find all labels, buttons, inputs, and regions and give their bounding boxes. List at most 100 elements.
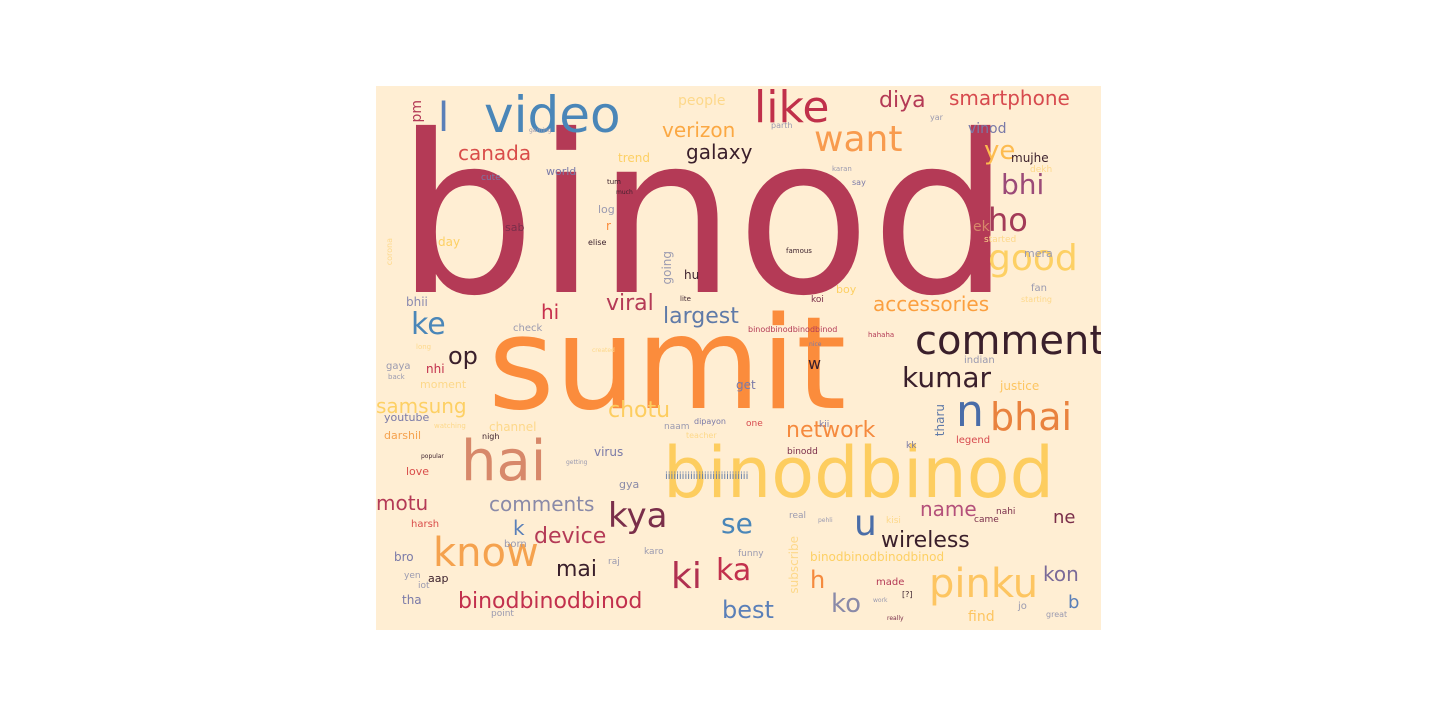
- word-132: starting: [1021, 295, 1053, 304]
- word-2: binodbinod: [663, 432, 1055, 514]
- word-9: n: [956, 386, 984, 437]
- word-97: came: [974, 515, 999, 525]
- word-75: hu: [684, 268, 700, 282]
- word-22: l: [438, 95, 450, 141]
- word-82: gya: [619, 478, 640, 491]
- word-47: kon: [1043, 562, 1079, 586]
- word-113: kisi: [886, 516, 901, 526]
- word-44: best: [722, 596, 774, 624]
- word-65: fan: [1031, 283, 1047, 294]
- word-34: chotu: [608, 398, 671, 423]
- word-33: network: [786, 418, 876, 443]
- word-127: yar: [930, 113, 943, 122]
- word-48: ne: [1053, 507, 1076, 528]
- word-141: tum: [607, 178, 621, 186]
- word-116: say: [852, 178, 866, 187]
- word-36: name: [920, 497, 977, 521]
- word-85: subscribe: [787, 536, 801, 594]
- word-91: find: [968, 609, 995, 625]
- word-4: video: [484, 86, 621, 144]
- word-114: hahaha: [868, 331, 895, 339]
- word-86: aap: [428, 572, 449, 585]
- word-1: sumit: [488, 290, 847, 439]
- word-79: tharu: [933, 404, 947, 437]
- word-23: verizon: [662, 118, 736, 142]
- word-70: moment: [420, 378, 467, 391]
- word-61: sab: [505, 221, 525, 234]
- word-135: created: [592, 347, 615, 354]
- word-120: corona: [385, 238, 394, 266]
- word-76: going: [660, 251, 674, 285]
- word-0: binod: [396, 88, 1011, 344]
- word-21: smartphone: [949, 86, 1070, 110]
- word-80: legend: [956, 435, 991, 446]
- word-131: iiiiiiiiiiiiiiiiiiiiiiiiiiiiii: [665, 471, 749, 482]
- word-133: great: [1046, 610, 1068, 619]
- word-35: comments: [489, 492, 595, 516]
- word-52: people: [678, 93, 726, 109]
- word-72: darshil: [384, 429, 422, 442]
- word-64: mera: [1024, 247, 1053, 260]
- word-3: hai: [461, 429, 547, 494]
- word-95: iot: [418, 581, 430, 591]
- word-8: bhai: [990, 395, 1073, 439]
- word-20: diya: [879, 88, 926, 113]
- word-88: bro: [394, 550, 414, 564]
- word-118: started: [984, 235, 1017, 245]
- word-32: samsung: [376, 394, 467, 418]
- word-17: ho: [988, 201, 1028, 239]
- word-78: justice: [1000, 379, 1040, 393]
- word-142: much: [616, 189, 633, 196]
- word-109: nigh: [482, 432, 500, 441]
- word-93: jo: [1018, 601, 1027, 612]
- word-124: getting: [566, 459, 588, 466]
- word-54: vinod: [968, 121, 1007, 137]
- word-122: back: [388, 373, 405, 381]
- word-28: viral: [606, 291, 654, 316]
- word-14: ka: [716, 553, 752, 588]
- word-140: pehli: [818, 517, 833, 524]
- word-49: b: [1068, 592, 1080, 613]
- word-15: kumar: [902, 361, 992, 394]
- word-60: day: [438, 235, 461, 249]
- word-108: naam: [664, 422, 690, 432]
- word-31: op: [448, 342, 478, 370]
- word-101: raj: [608, 557, 620, 567]
- word-13: ki: [671, 556, 702, 597]
- word-51: w: [808, 354, 822, 373]
- word-130: binodbinodbinodbinod: [748, 325, 838, 334]
- word-126: dekh: [1030, 165, 1053, 175]
- word-83: channel: [489, 420, 537, 434]
- word-112: teacher: [686, 431, 717, 440]
- word-cloud: binod sumit binodbinod hai video like comment w…: [376, 86, 1101, 630]
- word-57: world: [546, 165, 577, 178]
- word-29: hi: [541, 300, 560, 324]
- word-104: kii: [819, 420, 830, 430]
- word-77: get: [736, 378, 756, 392]
- word-139: work: [873, 597, 888, 604]
- word-119: famous: [786, 247, 812, 255]
- word-110: binodd: [787, 447, 818, 457]
- word-100: funny: [738, 549, 764, 559]
- word-111: dipayon: [694, 417, 726, 426]
- word-19: ye: [984, 136, 1016, 166]
- word-11: know: [433, 530, 539, 576]
- word-66: boy: [836, 283, 857, 296]
- word-87: tha: [402, 593, 422, 607]
- word-53: pm: [409, 100, 425, 123]
- word-105: one: [746, 419, 763, 429]
- word-134: nice: [809, 341, 822, 348]
- word-94: point: [491, 609, 514, 619]
- word-58: cute: [481, 173, 501, 183]
- word-129: gaming: [529, 127, 552, 134]
- word-138: really: [887, 615, 904, 622]
- word-7: want: [814, 119, 903, 160]
- word-67: bhii: [406, 295, 428, 309]
- word-121: long: [416, 343, 432, 351]
- word-26: accessories: [873, 292, 990, 316]
- word-102: karo: [644, 547, 664, 557]
- word-81: virus: [594, 445, 624, 459]
- word-125: popular: [421, 453, 444, 460]
- word-103: kk: [906, 441, 917, 451]
- word-136: lite: [680, 295, 691, 303]
